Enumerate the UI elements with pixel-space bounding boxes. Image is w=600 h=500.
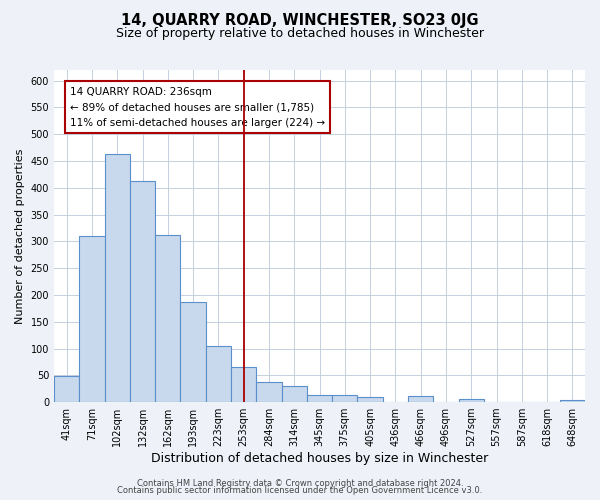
Bar: [307, 395, 332, 402]
Bar: [231, 368, 256, 402]
Text: Size of property relative to detached houses in Winchester: Size of property relative to detached ho…: [116, 28, 484, 40]
Bar: [79, 236, 104, 402]
Text: 14 QUARRY ROAD: 236sqm
← 89% of detached houses are smaller (1,785)
11% of semi-: 14 QUARRY ROAD: 236sqm ← 89% of detached…: [70, 86, 325, 128]
Bar: [358, 396, 383, 402]
Text: 14, QUARRY ROAD, WINCHESTER, SO23 0JG: 14, QUARRY ROAD, WINCHESTER, SO23 0JG: [121, 12, 479, 28]
Bar: [206, 346, 231, 402]
Bar: [560, 400, 585, 402]
Bar: [408, 396, 433, 402]
Bar: [332, 394, 358, 402]
Bar: [181, 302, 206, 402]
Y-axis label: Number of detached properties: Number of detached properties: [15, 148, 25, 324]
Text: Contains HM Land Registry data © Crown copyright and database right 2024.: Contains HM Land Registry data © Crown c…: [137, 478, 463, 488]
Bar: [155, 235, 181, 402]
Bar: [130, 181, 155, 402]
X-axis label: Distribution of detached houses by size in Winchester: Distribution of detached houses by size …: [151, 452, 488, 465]
Bar: [458, 400, 484, 402]
Text: Contains public sector information licensed under the Open Government Licence v3: Contains public sector information licen…: [118, 486, 482, 495]
Bar: [104, 154, 130, 402]
Bar: [281, 386, 307, 402]
Bar: [256, 382, 281, 402]
Bar: [54, 376, 79, 402]
